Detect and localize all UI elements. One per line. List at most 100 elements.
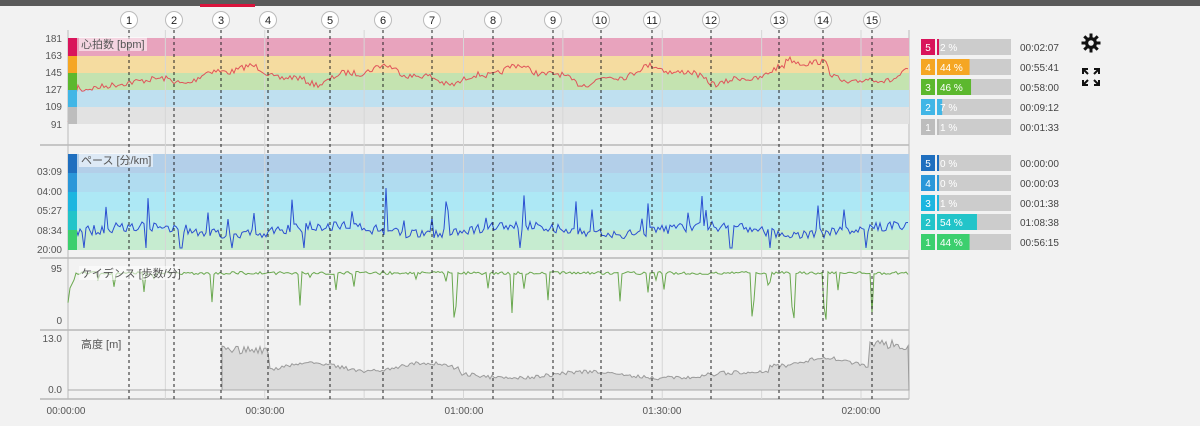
settings-button[interactable] <box>1078 32 1104 54</box>
zone-percent: 1 % <box>940 123 957 134</box>
lap-number: 6 <box>380 15 386 27</box>
zone-badge <box>921 119 935 135</box>
pace-zone-strip-5 <box>68 154 77 173</box>
cadence-series-line <box>67 270 909 320</box>
lap-marker[interactable] <box>702 11 720 29</box>
pace-zone-band-2 <box>68 211 909 230</box>
zone-percent: 54 % <box>940 218 963 229</box>
pace-zone-band-3 <box>68 192 909 211</box>
altitude-title: 高度 [m] <box>81 337 121 351</box>
hr-zone-band-1 <box>68 107 909 124</box>
zone-time: 00:09:12 <box>1020 103 1059 114</box>
lap-marker[interactable] <box>212 11 230 29</box>
zone-row-2: 2 54 % 01:08:38 <box>921 214 1059 230</box>
zone-number: 2 <box>925 218 931 229</box>
zone-number: 1 <box>925 123 931 134</box>
title-bg <box>79 153 153 167</box>
zone-time: 00:55:41 <box>1020 63 1059 74</box>
hr-zone-band-4 <box>68 56 909 73</box>
pace-title: ペース [分/km] <box>81 154 151 167</box>
lap-marker[interactable] <box>643 11 661 29</box>
x-tick-label: 01:00:00 <box>445 406 484 417</box>
x-tick-label: 00:30:00 <box>246 406 285 417</box>
fullscreen-button[interactable] <box>1078 66 1104 88</box>
pace-zone-strip-1 <box>68 230 77 250</box>
lap-marker[interactable] <box>165 11 183 29</box>
zone-time: 00:00:03 <box>1020 179 1059 190</box>
zone-bar-track <box>937 119 1011 135</box>
heart-rate-zone-strips <box>68 38 77 124</box>
zone-percent: 2 % <box>940 43 957 54</box>
hr-zone-strip-5 <box>68 38 77 56</box>
zone-row-4: 4 44 % 00:55:41 <box>921 59 1059 75</box>
zone-badge <box>921 234 935 250</box>
zone-bar-fill <box>937 214 977 230</box>
lap-marker[interactable] <box>484 11 502 29</box>
zone-percent: 44 % <box>940 63 963 74</box>
zone-number: 4 <box>925 179 931 190</box>
title-bg <box>79 266 179 280</box>
zone-percent: 44 % <box>940 238 963 249</box>
lap-marker[interactable] <box>259 11 277 29</box>
zone-bar-track <box>937 99 1011 115</box>
zone-time: 00:56:15 <box>1020 238 1059 249</box>
x-axis-ticks: 00:00:00 00:30:00 01:00:00 01:30:00 02:00:00 <box>47 406 881 417</box>
zone-row-3: 3 46 % 00:58:00 <box>921 79 1059 95</box>
cadence-y-ticks: 95 0 <box>51 264 63 327</box>
lap-number: 1 <box>126 15 132 27</box>
pace-zone-band-5 <box>68 154 909 173</box>
lap-marker[interactable] <box>770 11 788 29</box>
zone-bar-fill <box>937 155 939 171</box>
y-tick-label: 20:00 <box>37 245 62 256</box>
pace-zone-strip-4 <box>68 173 77 192</box>
panel-titles: 心拍数 [bpm] ペース [分/km] ケイデンス [歩数/分] 高度 [m] <box>79 37 181 351</box>
active-tab-indicator <box>200 4 255 7</box>
lap-marker[interactable] <box>592 11 610 29</box>
zone-badge <box>921 79 935 95</box>
y-tick-label: 145 <box>45 68 62 79</box>
lap-number: 5 <box>327 15 333 27</box>
hr-zone-strip-3 <box>68 73 77 90</box>
zone-number: 4 <box>925 63 931 74</box>
gear-icon <box>1081 33 1101 53</box>
zone-number: 3 <box>925 199 931 210</box>
pace-zone-band-4 <box>68 173 909 192</box>
lap-marker[interactable] <box>863 11 881 29</box>
zone-percent: 46 % <box>940 83 963 94</box>
y-tick-label: 163 <box>45 51 62 62</box>
zone-row-5: 5 2 % 00:02:07 <box>921 39 1059 55</box>
hr-zone-strip-2 <box>68 90 77 107</box>
y-tick-label: 95 <box>51 264 63 275</box>
lap-marker[interactable] <box>544 11 562 29</box>
zone-bar-fill <box>937 195 939 211</box>
zone-percent: 1 % <box>940 199 957 210</box>
x-tick-label: 00:00:00 <box>47 406 86 417</box>
lap-marker[interactable] <box>423 11 441 29</box>
lap-number: 2 <box>171 15 177 27</box>
zone-row-3: 3 1 % 00:01:38 <box>921 195 1059 211</box>
heart-rate-series-line <box>67 55 909 123</box>
zone-row-1: 1 1 % 00:01:33 <box>921 119 1059 135</box>
y-tick-label: 181 <box>45 34 62 45</box>
y-tick-label: 03:09 <box>37 167 62 178</box>
zone-number: 1 <box>925 238 931 249</box>
y-tick-label: 05:27 <box>37 206 62 217</box>
zone-time: 00:01:38 <box>1020 199 1059 210</box>
y-tick-label: 0.0 <box>48 385 62 396</box>
lap-marker[interactable] <box>321 11 339 29</box>
lap-marker[interactable] <box>814 11 832 29</box>
zone-bar-fill <box>937 119 939 135</box>
hr-zone-band-3 <box>68 73 909 90</box>
zone-time: 00:02:07 <box>1020 43 1059 54</box>
top-bar <box>0 0 1200 6</box>
hr-zone-strip-1 <box>68 107 77 124</box>
lap-number: 3 <box>218 15 224 27</box>
lap-marker[interactable] <box>374 11 392 29</box>
zone-bar-fill <box>937 39 939 55</box>
zone-time: 01:08:38 <box>1020 218 1059 229</box>
zone-bar-fill <box>937 99 943 115</box>
lap-marker[interactable] <box>120 11 138 29</box>
zone-time: 00:58:00 <box>1020 83 1059 94</box>
zone-number: 5 <box>925 159 931 170</box>
